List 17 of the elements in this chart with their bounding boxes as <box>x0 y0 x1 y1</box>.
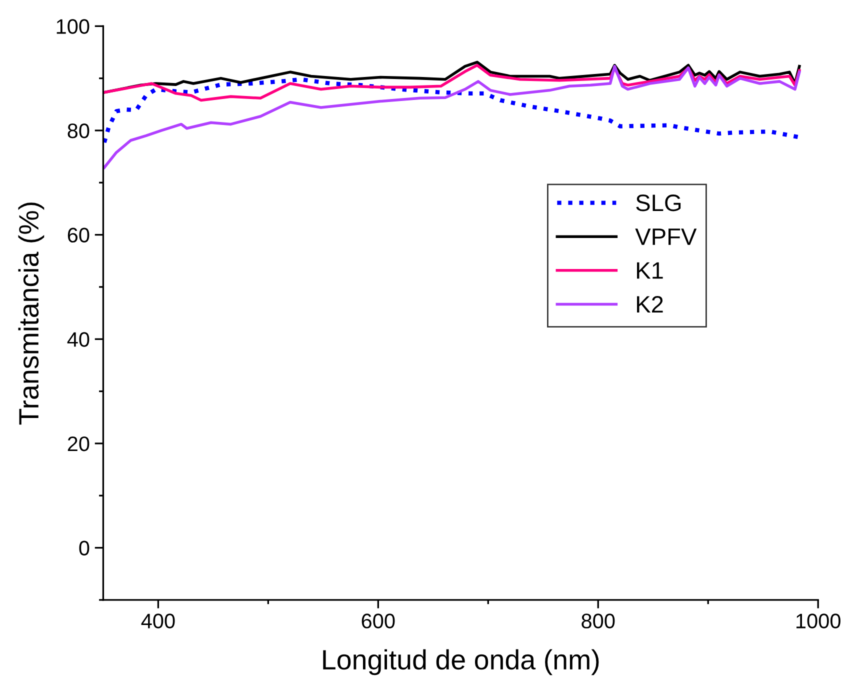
x-tick-label: 800 <box>582 614 615 628</box>
y-tick-label: 40 <box>67 332 90 347</box>
legend-label: K1 <box>637 262 663 279</box>
legend-label: K2 <box>637 296 663 312</box>
x-axis-title: Longitud de onda (nm) <box>323 649 599 676</box>
legend-label: VPFV <box>635 228 697 245</box>
y-tick-label: 0 <box>79 540 90 556</box>
y-tick-label: 60 <box>68 228 90 243</box>
line-series <box>103 64 801 169</box>
y-axis-title: Transmitancia (%) <box>18 202 44 425</box>
y-tick-label: 20 <box>68 436 90 452</box>
y-tick-label: 100 <box>56 19 90 34</box>
x-tick-label: 400 <box>141 614 175 628</box>
x-tick-label: 600 <box>362 614 395 628</box>
x-tick-label: 1000 <box>796 614 840 628</box>
y-tick-label: 80 <box>68 123 90 138</box>
legend-label: SLG <box>636 194 681 212</box>
